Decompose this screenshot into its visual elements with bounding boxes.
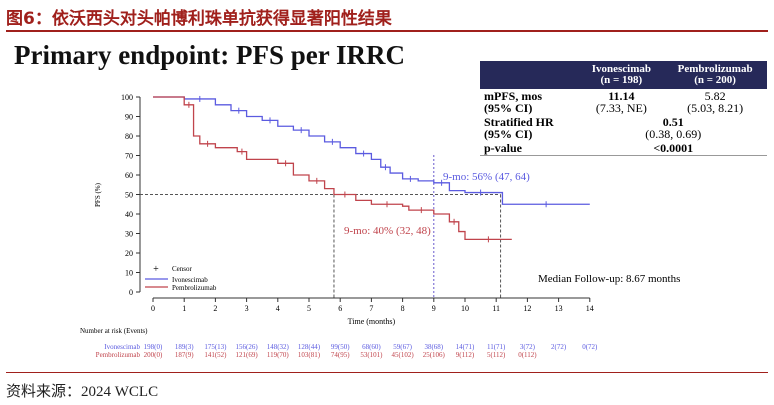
h: Ivonescimab (591, 63, 651, 75)
y-axis-label: PFS (%) (94, 182, 102, 207)
risk-row-label: Pembrolizumab (96, 351, 141, 359)
pem-ci: (5.03, 8.21) (687, 101, 744, 115)
y-tick-label: 60 (125, 171, 133, 180)
y-tick-label: 90 (125, 113, 133, 122)
x-tick-label: 14 (586, 304, 594, 313)
risk-row-label: Ivonescimab (104, 343, 140, 351)
risk-value: 121(69) (236, 351, 259, 359)
x-tick-label: 8 (401, 304, 405, 313)
legend-label: Ivonescimab (172, 276, 208, 284)
risk-value: 148(32) (267, 343, 290, 351)
pem-annotation: 9-mo: 40% (32, 48) (344, 225, 431, 237)
l: (95% CI) (484, 101, 533, 115)
risk-table-title: Number at risk (Events) (80, 327, 148, 335)
risk-value: 25(106) (423, 351, 446, 359)
y-tick-label: 70 (125, 152, 133, 161)
bottom-rule (6, 372, 768, 373)
risk-value: 11(71) (487, 343, 506, 351)
y-tick-label: 80 (125, 132, 133, 141)
followup-annotation: Median Follow-up: 8.67 months (538, 273, 680, 285)
risk-value: 38(68) (424, 343, 443, 351)
ivo-annotation: 9-mo: 56% (47, 64) (443, 171, 530, 183)
x-tick-label: 9 (432, 304, 436, 313)
p-value: <0.0001 (653, 141, 694, 155)
risk-value: 99(50) (331, 343, 350, 351)
h: (n = 198) (600, 74, 643, 86)
risk-value: 198(0) (144, 343, 163, 351)
x-tick-label: 0 (151, 304, 155, 313)
risk-value: 14(71) (456, 343, 475, 351)
risk-value: 119(70) (267, 351, 290, 359)
risk-value: 53(101) (360, 351, 383, 359)
x-tick-label: 13 (555, 304, 563, 313)
hr: 0.51 (662, 115, 684, 129)
risk-value: 128(44) (298, 343, 321, 351)
x-tick-label: 4 (276, 304, 280, 313)
y-tick-label: 0 (129, 288, 133, 297)
risk-value: 68(60) (362, 343, 381, 351)
risk-value: 0(72) (582, 343, 598, 351)
y-tick-label: 10 (125, 269, 133, 278)
h: (n = 200) (694, 74, 736, 86)
risk-value: 74(95) (331, 351, 350, 359)
ivo-header: Ivonescimab (n = 198) (579, 61, 664, 89)
y-tick-label: 30 (125, 230, 133, 239)
risk-value: 5(112) (487, 351, 506, 359)
risk-value: 45(102) (392, 351, 415, 359)
results-table: Ivonescimab (n = 198) Pembrolizumab (n = 20… (480, 61, 767, 156)
risk-value: 175(13) (204, 343, 227, 351)
y-tick-label: 40 (125, 210, 133, 219)
slide-headline: Primary endpoint: PFS per IRRC (14, 40, 405, 70)
y-tick-label: 50 (125, 191, 133, 200)
hr-ci: (0.38, 0.69) (645, 127, 702, 141)
censor-legend-marker: + (153, 264, 159, 275)
source-note: 资料来源：2024 WCLC (6, 384, 159, 400)
ivo-mpfs: 11.14 (608, 89, 635, 103)
figure-title: 图6：依沃西头对头帕博利珠单抗获得显著阳性结果 (6, 9, 392, 29)
risk-value: 9(112) (456, 351, 475, 359)
top-rule (6, 30, 768, 32)
y-tick-label: 20 (125, 249, 133, 258)
risk-value: 200(0) (144, 351, 163, 359)
risk-value: 59(67) (393, 343, 412, 351)
x-tick-label: 1 (182, 304, 186, 313)
x-axis-label: Time (months) (348, 317, 396, 326)
risk-value: 156(26) (236, 343, 259, 351)
x-tick-label: 10 (461, 304, 469, 313)
x-tick-label: 5 (307, 304, 311, 313)
km-curve-ivonescimab (153, 96, 590, 205)
l: (95% CI) (484, 127, 533, 141)
risk-value: 103(81) (298, 351, 321, 359)
l: Stratified HR (484, 115, 554, 129)
ivo-ci: (7.33, NE) (595, 101, 647, 115)
legend-censor: Censor (172, 265, 193, 273)
risk-value: 187(9) (175, 351, 194, 359)
x-tick-label: 6 (338, 304, 342, 313)
risk-value: 141(52) (204, 351, 227, 359)
h: Pembrolizumab (677, 63, 753, 75)
km-curve-pembrolizumab (153, 96, 512, 240)
l: mPFS, mos (484, 89, 542, 103)
x-tick-label: 12 (523, 304, 531, 313)
risk-value: 189(3) (175, 343, 194, 351)
pem-header: Pembrolizumab (n = 200) (663, 61, 767, 89)
risk-value: 2(72) (551, 343, 567, 351)
x-tick-label: 11 (492, 304, 500, 313)
x-tick-label: 2 (213, 304, 217, 313)
legend-label: Pembrolizumab (172, 284, 217, 292)
p-label: p-value (480, 141, 580, 156)
risk-value: 3(72) (520, 343, 536, 351)
pem-mpfs: 5.82 (704, 89, 726, 103)
x-tick-label: 3 (245, 304, 249, 313)
risk-value: 0(112) (518, 351, 537, 359)
x-tick-label: 7 (369, 304, 373, 313)
y-tick-label: 100 (121, 93, 133, 102)
